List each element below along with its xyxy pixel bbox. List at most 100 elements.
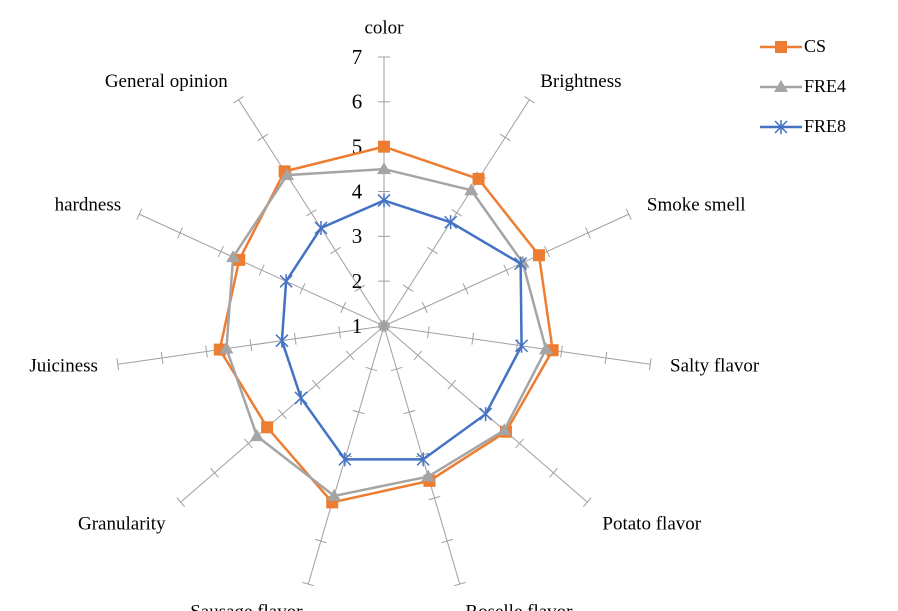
- series: [275, 193, 529, 467]
- tick-mark: [305, 209, 317, 217]
- marker: [497, 423, 512, 436]
- legend-label: CS: [804, 36, 826, 56]
- marker: [479, 407, 493, 422]
- category-label: Granularity: [78, 514, 166, 535]
- tick-mark: [302, 581, 315, 587]
- marker: [219, 341, 234, 354]
- series-line: [218, 145, 554, 504]
- category-label: hardness: [55, 194, 121, 215]
- marker: [774, 80, 788, 92]
- tick-mark: [378, 322, 390, 330]
- legend-label: FRE4: [804, 76, 846, 96]
- tick-mark: [625, 208, 632, 220]
- series-line: [280, 199, 523, 461]
- tick-mark: [210, 467, 219, 478]
- tick-mark: [499, 133, 511, 142]
- category-label: Roselle flavor: [465, 602, 573, 611]
- tick-mark: [116, 358, 120, 371]
- tick-mark: [560, 345, 563, 358]
- tick-mark: [338, 326, 341, 339]
- tick-mark: [244, 438, 253, 449]
- tick-mark: [345, 350, 355, 361]
- tick-mark: [415, 452, 428, 458]
- marker: [538, 342, 553, 355]
- marker: [338, 452, 352, 467]
- marker: [444, 215, 458, 230]
- tick-mark: [352, 409, 365, 415]
- marker: [261, 421, 274, 434]
- marker: [472, 172, 485, 185]
- tick-mark: [584, 227, 591, 239]
- marker: [249, 429, 264, 442]
- tick-mark: [160, 351, 164, 364]
- category-label: Salty flavor: [670, 355, 760, 376]
- tick-mark: [354, 284, 366, 292]
- category-label: Sausage flavor: [190, 602, 303, 611]
- tick-mark: [249, 339, 253, 352]
- tick-mark: [390, 366, 403, 372]
- tick-mark: [428, 495, 441, 501]
- tick-mark: [413, 350, 423, 361]
- tick-mark: [278, 409, 287, 419]
- tick-mark: [330, 246, 341, 255]
- tick-mark: [453, 581, 466, 587]
- category-label: Juiciness: [29, 355, 98, 376]
- tick-mark: [451, 209, 463, 217]
- tick-mark: [365, 366, 378, 372]
- category-label: Potato flavor: [602, 514, 701, 535]
- tick-mark: [176, 497, 186, 508]
- y-tick-label: 4: [352, 179, 363, 203]
- tick-mark: [524, 96, 535, 104]
- tick-mark: [544, 245, 551, 258]
- marker: [377, 162, 391, 175]
- tick-mark: [257, 133, 269, 142]
- marker: [226, 250, 241, 263]
- tick-mark: [582, 497, 592, 508]
- marker: [378, 140, 390, 153]
- legend-label: FRE8: [804, 116, 846, 136]
- marker: [464, 183, 479, 196]
- tick-mark: [311, 379, 321, 390]
- marker: [377, 193, 391, 208]
- tick-mark: [503, 264, 510, 276]
- tick-mark: [447, 379, 457, 390]
- marker: [515, 338, 529, 353]
- marker: [314, 220, 328, 235]
- marker: [275, 333, 289, 348]
- tick-mark: [402, 284, 414, 292]
- tick-mark: [258, 264, 265, 276]
- tick-mark: [515, 438, 524, 449]
- marker: [775, 41, 787, 53]
- marker: [294, 390, 308, 405]
- tick-mark: [427, 326, 430, 339]
- y-tick-label: 3: [352, 224, 363, 248]
- tick-mark: [205, 345, 208, 358]
- tick-mark: [136, 208, 143, 220]
- category-label: Smoke smell: [647, 194, 746, 215]
- marker: [532, 249, 545, 262]
- tick-mark: [299, 283, 306, 295]
- y-tick-label: 1: [352, 314, 363, 338]
- tick-mark: [471, 332, 475, 345]
- marker: [279, 274, 293, 289]
- tick-mark: [441, 538, 454, 544]
- category-label: General opinion: [105, 71, 228, 92]
- tick-mark: [177, 227, 184, 239]
- y-tick-label: 2: [352, 269, 363, 293]
- marker: [327, 488, 342, 501]
- tick-mark: [217, 245, 224, 258]
- tick-mark: [293, 332, 297, 345]
- marker: [421, 469, 436, 482]
- category-label: color: [364, 17, 404, 38]
- tick-mark: [314, 538, 327, 544]
- tick-mark: [462, 283, 469, 295]
- marker: [514, 256, 528, 271]
- tick-mark: [549, 467, 558, 478]
- tick-mark: [233, 96, 244, 104]
- y-tick-label: 6: [352, 90, 363, 114]
- tick-mark: [427, 246, 438, 255]
- marker: [280, 168, 295, 181]
- marker: [416, 452, 430, 467]
- tick-mark: [421, 301, 428, 314]
